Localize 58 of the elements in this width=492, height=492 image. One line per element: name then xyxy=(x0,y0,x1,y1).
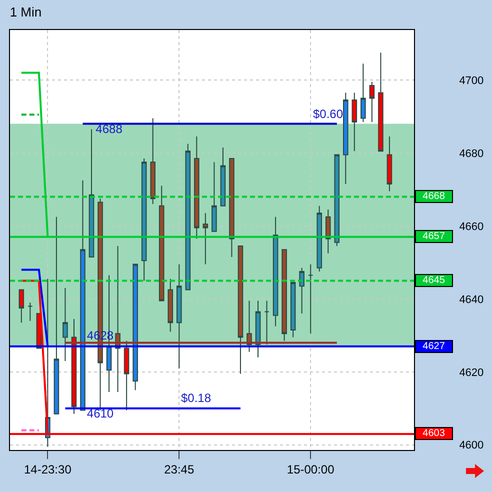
annotation: $0.60 xyxy=(313,107,344,121)
candlestick xyxy=(246,300,252,352)
candlestick xyxy=(299,267,304,314)
y-tick-label: 4600 xyxy=(459,440,484,452)
candlestick xyxy=(194,136,200,240)
candlestick xyxy=(360,63,366,122)
candlestick xyxy=(18,289,24,324)
chart-title: 1 Min xyxy=(10,4,42,20)
candlestick xyxy=(141,158,147,282)
candlestick xyxy=(115,246,120,392)
y-tick-label: 4640 xyxy=(459,294,484,306)
candlestick xyxy=(150,118,156,205)
x-tick-label: 15-00:00 xyxy=(286,462,335,476)
y-tick-label: 4700 xyxy=(459,74,484,87)
annotation: $0.18 xyxy=(181,391,212,405)
candlestick xyxy=(54,216,60,414)
candlestick xyxy=(212,162,217,232)
candlestick xyxy=(158,185,164,302)
ref-line-label: 4627 xyxy=(422,341,446,352)
candlestick xyxy=(378,52,384,152)
candlestick xyxy=(334,154,340,247)
ref-line-label: 4657 xyxy=(422,231,446,242)
candlestick xyxy=(369,81,375,122)
candlestick xyxy=(316,205,322,272)
candlestick xyxy=(132,264,138,391)
candlestick xyxy=(168,278,174,332)
y-tick-label: 4660 xyxy=(459,220,484,233)
x-tick-label: 14-23:30 xyxy=(24,462,72,476)
candlestick xyxy=(71,318,77,414)
candlestick xyxy=(308,264,314,334)
candlestick xyxy=(272,216,278,327)
data-label: 4688 xyxy=(96,122,123,136)
candlestick xyxy=(290,282,296,338)
candlestick xyxy=(202,212,208,265)
candlestick xyxy=(238,246,244,374)
candlestick xyxy=(255,300,261,358)
candlestick xyxy=(124,340,130,411)
ref-line-label: 4668 xyxy=(422,191,446,202)
candlestick xyxy=(352,92,358,152)
candlestick xyxy=(88,128,94,258)
candlestick xyxy=(386,136,392,192)
candlestick xyxy=(28,302,33,322)
candlestick xyxy=(282,249,287,342)
y-tick-label: 4620 xyxy=(459,366,484,379)
candlestick xyxy=(343,92,348,184)
candlestick xyxy=(229,158,234,258)
candlestick xyxy=(62,287,68,362)
data-label: 4610 xyxy=(86,406,114,420)
y-tick-label: 4680 xyxy=(459,148,484,160)
ref-line-label: 4603 xyxy=(422,428,446,439)
candlestick xyxy=(325,209,331,254)
ref-line-label: 4645 xyxy=(422,275,446,286)
candlestick xyxy=(185,143,191,290)
candlestick xyxy=(176,264,182,369)
candlestick xyxy=(264,300,270,346)
candlestick xyxy=(220,147,226,206)
x-tick-label: 23:45 xyxy=(164,462,194,476)
candlestick xyxy=(80,180,86,411)
